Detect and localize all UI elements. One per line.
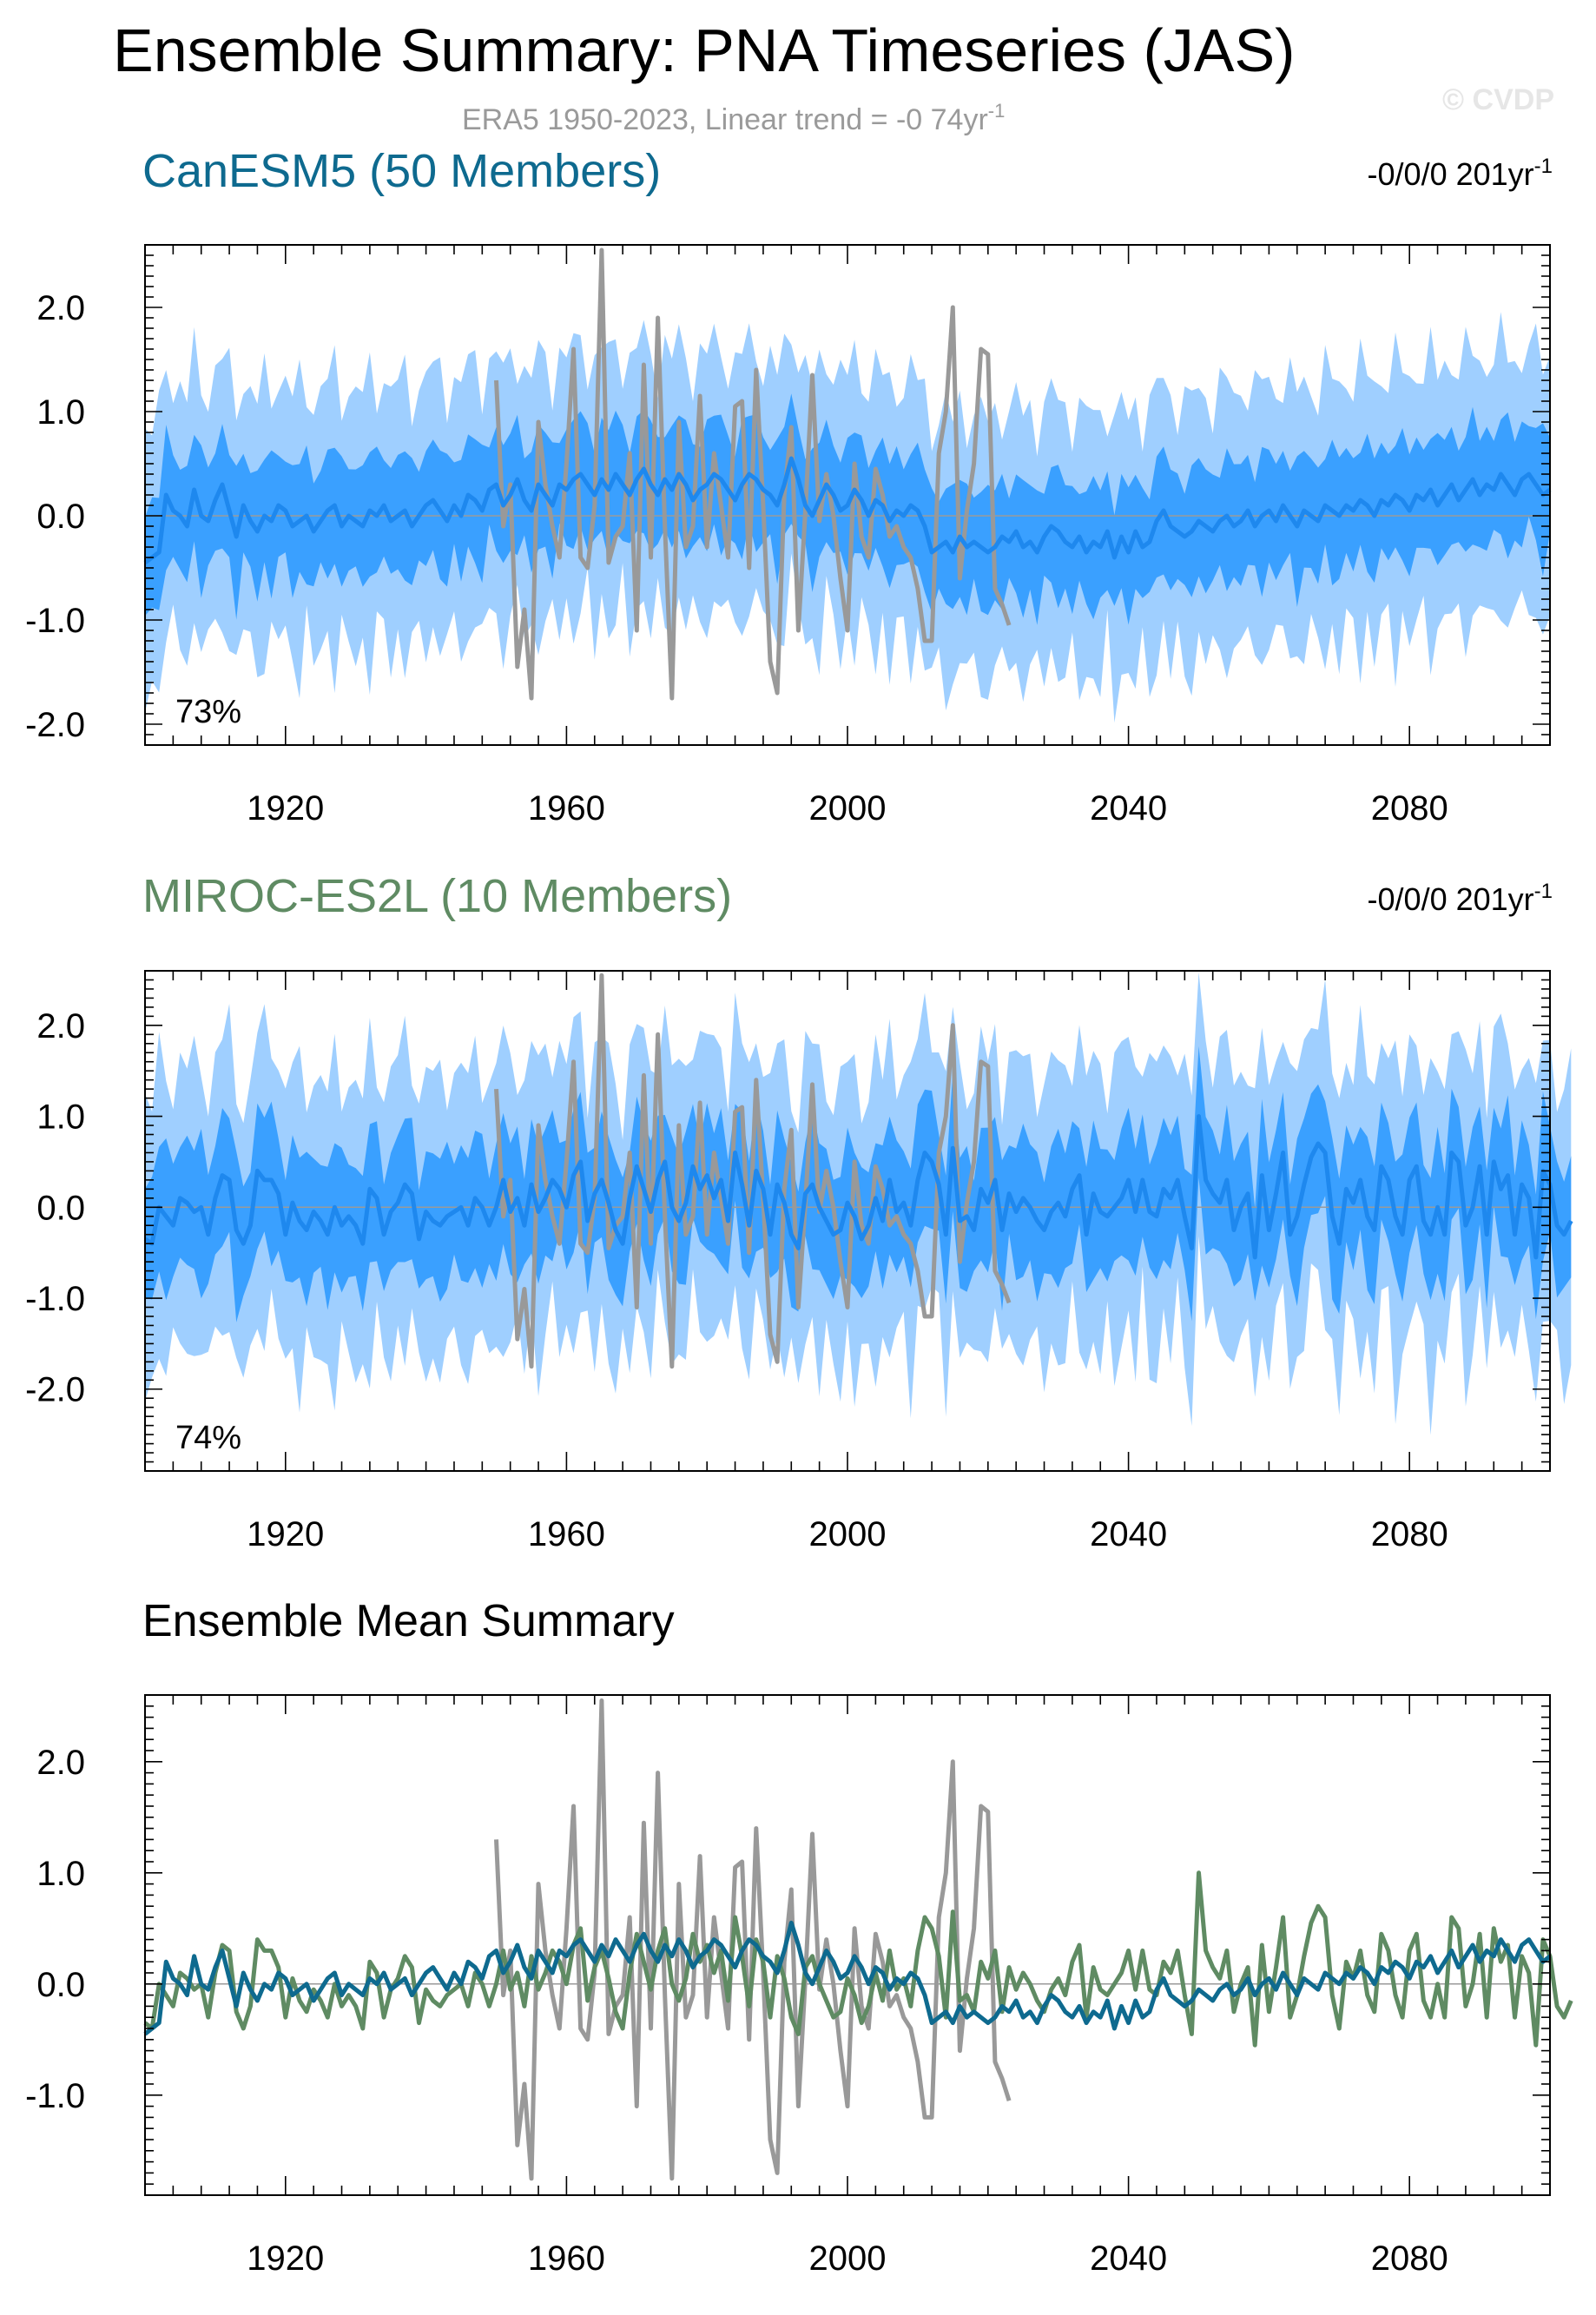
panel-title: CanESM5 (50 Members) bbox=[142, 145, 661, 197]
x-tick-label: 2080 bbox=[1371, 1515, 1448, 1553]
x-tick-label: 2040 bbox=[1090, 789, 1167, 828]
y-tick-label: -1.0 bbox=[25, 602, 85, 640]
panel-title: Ensemble Mean Summary bbox=[142, 1596, 675, 1646]
panel-title: MIROC-ES2L (10 Members) bbox=[142, 870, 732, 922]
chart-panel-1: CanESM5 (50 Members) -0/0/0 201yr-1 2.0 1.0… bbox=[25, 145, 1553, 828]
axis-ticks bbox=[144, 1694, 1551, 2196]
x-tick-label: 2040 bbox=[1090, 1515, 1167, 1553]
x-tick-label: 2000 bbox=[809, 789, 887, 828]
y-tick-label: 0.0 bbox=[36, 1966, 85, 2004]
x-tick-label: 2080 bbox=[1371, 789, 1448, 828]
y-tick-label: 2.0 bbox=[36, 289, 85, 327]
observed-line bbox=[494, 1698, 1012, 2181]
panel-trend-sup: -1 bbox=[1534, 155, 1553, 178]
x-tick-label: 1960 bbox=[528, 1515, 605, 1553]
plot-area bbox=[143, 972, 1573, 1435]
x-tick-label: 2000 bbox=[809, 2239, 887, 2278]
x-tick-label: 2000 bbox=[809, 1515, 887, 1553]
y-tick-label: -1.0 bbox=[25, 1280, 85, 1318]
plot-area bbox=[143, 247, 1552, 723]
observed-line bbox=[494, 247, 1012, 701]
figure-subtitle: ERA5 1950-2023, Linear trend = -0 74yr-1 bbox=[462, 100, 1005, 136]
panel-trend-text: -0/0/0 201yr bbox=[1368, 881, 1534, 917]
series-line-canesm5 bbox=[143, 1920, 1552, 2036]
figure-title: Ensemble Summary: PNA Timeseries (JAS) bbox=[113, 16, 1295, 84]
y-tick-label: -2.0 bbox=[25, 706, 85, 744]
x-tick-label: 2080 bbox=[1371, 2239, 1448, 2278]
chart-panel-2: MIROC-ES2L (10 Members) -0/0/0 201yr-1 2.0… bbox=[25, 870, 1573, 1553]
y-tick-label: 1.0 bbox=[36, 1098, 85, 1137]
x-tick-label: 1920 bbox=[247, 789, 324, 828]
plot-area bbox=[143, 1698, 1573, 2181]
ensemble-mean-line bbox=[143, 1114, 1573, 1260]
watermark: © CVDP bbox=[1442, 83, 1554, 116]
panel-trend: -0/0/0 201yr-1 bbox=[1368, 880, 1553, 917]
y-tick-label: 2.0 bbox=[36, 1007, 85, 1045]
y-tick-label: -2.0 bbox=[25, 1371, 85, 1409]
axis-ticks bbox=[144, 244, 1551, 746]
subtitle-sup: -1 bbox=[988, 100, 1006, 122]
panel-annotation: 73% bbox=[175, 694, 241, 730]
panel-trend-text: -0/0/0 201yr bbox=[1368, 156, 1534, 192]
x-tick-label: 1920 bbox=[247, 2239, 324, 2278]
subtitle-text: ERA5 1950-2023, Linear trend = -0 74yr bbox=[462, 103, 988, 136]
y-tick-label: 0.0 bbox=[36, 1189, 85, 1227]
y-tick-label: -1.0 bbox=[25, 2077, 85, 2115]
x-tick-label: 1920 bbox=[247, 1515, 324, 1553]
panel-trend: -0/0/0 201yr-1 bbox=[1368, 155, 1553, 192]
x-tick-label: 2040 bbox=[1090, 2239, 1167, 2278]
y-tick-label: 1.0 bbox=[36, 1855, 85, 1893]
spread-band-inner bbox=[145, 393, 1550, 625]
y-tick-label: 0.0 bbox=[36, 498, 85, 536]
ensemble-mean-line bbox=[143, 456, 1552, 565]
y-tick-label: 1.0 bbox=[36, 393, 85, 432]
chart-panel-3: Ensemble Mean Summary 2.0 1.0 0.0 -1.0 1920 19… bbox=[25, 1596, 1573, 2278]
series-line-miroc-es2l bbox=[143, 1870, 1573, 2048]
observed-line bbox=[494, 973, 1012, 1369]
plot-frame bbox=[144, 1694, 1551, 2196]
y-tick-label: 2.0 bbox=[36, 1744, 85, 1782]
x-tick-label: 1960 bbox=[528, 789, 605, 828]
axis-ticks bbox=[144, 970, 1551, 1472]
panel-trend-sup: -1 bbox=[1534, 880, 1553, 903]
x-tick-label: 1960 bbox=[528, 2239, 605, 2278]
panel-annotation: 74% bbox=[175, 1420, 241, 1456]
